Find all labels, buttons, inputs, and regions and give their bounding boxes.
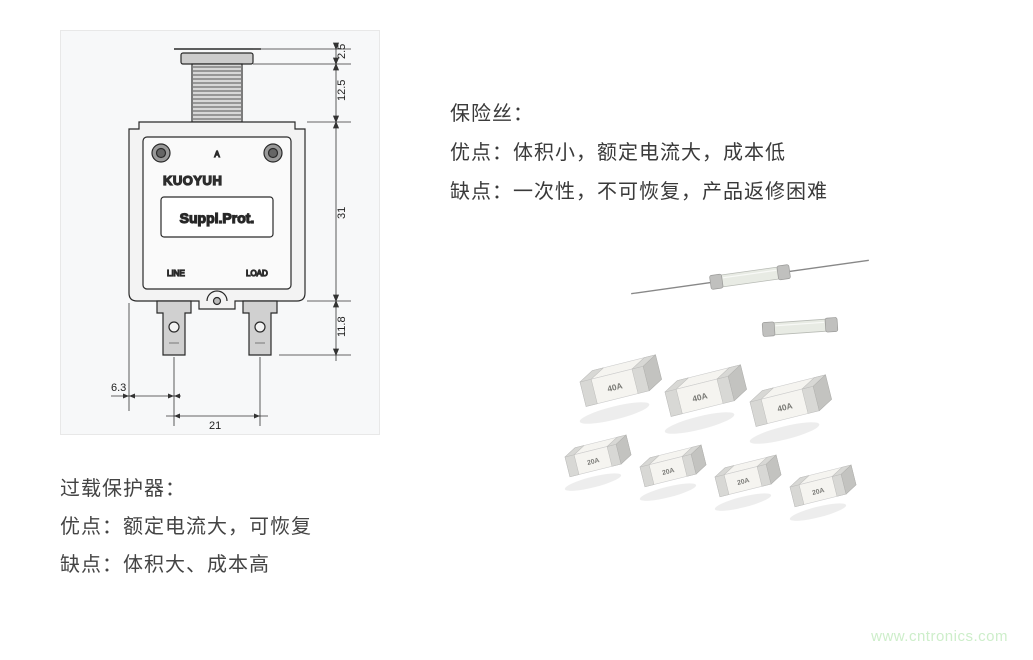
watermark: www.cntronics.com — [871, 628, 1008, 645]
breaker-text-block: 过载保护器： 优点：额定电流大，可恢复 缺点：体积大、成本高 — [60, 470, 420, 584]
dim-63: 6.3 — [111, 382, 126, 394]
dim-term: 11.8 — [336, 316, 348, 337]
breaker-pros: 优点：额定电流大，可恢复 — [60, 508, 420, 546]
dim-body: 31 — [336, 207, 348, 219]
load-label: LOAD — [246, 269, 268, 278]
dim-neck: 12.5 — [336, 80, 348, 101]
breaker-cons: 缺点：体积大、成本高 — [60, 546, 420, 584]
suppl-text: Suppl.Prot. — [180, 210, 255, 226]
breaker-technical-drawing: A KUOYUH Suppl.Prot. LINE LOAD — [60, 30, 380, 435]
breaker-title: 过载保护器： — [60, 470, 420, 508]
dim-top: 2.5 — [336, 44, 348, 59]
fuse-text-block: 保险丝： 优点：体积小，额定电流大，成本低 缺点：一次性，不可恢复，产品返修困难 — [450, 95, 1010, 212]
fuse-title: 保险丝： — [450, 95, 1010, 134]
fuse-photo-graphic: 40A40A40A20A20A20A20A — [490, 242, 960, 532]
line-label: LINE — [167, 269, 185, 278]
a-label: A — [214, 150, 220, 159]
fuse-pros: 优点：体积小，额定电流大，成本低 — [450, 134, 1010, 173]
brand-text: KUOYUH — [163, 173, 222, 188]
dim-21: 21 — [209, 420, 221, 432]
fuse-cons: 缺点：一次性，不可恢复，产品返修困难 — [450, 173, 1010, 212]
